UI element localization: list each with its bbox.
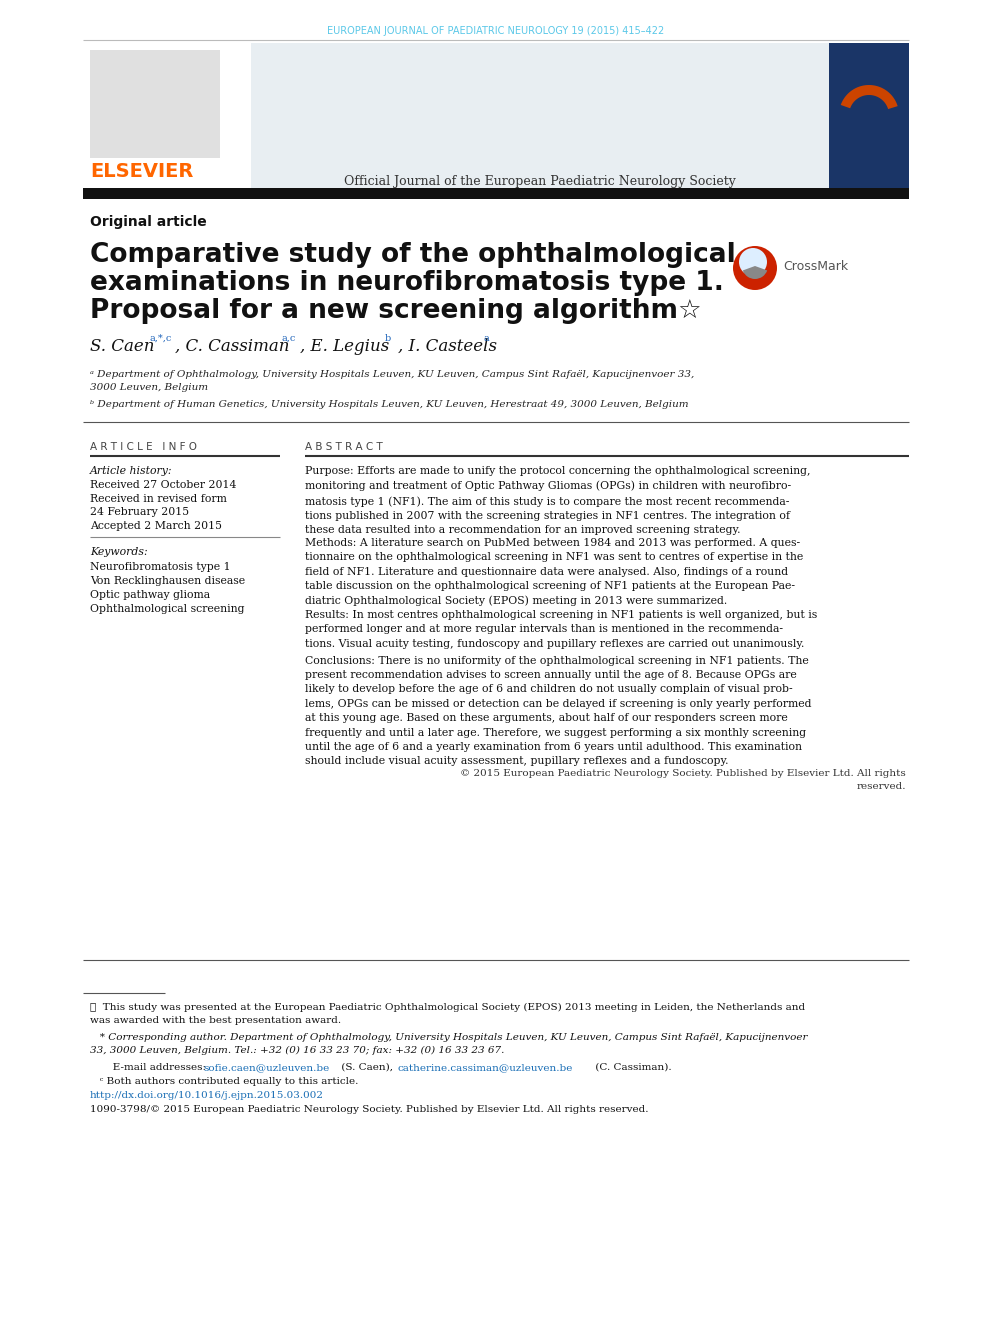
Text: Received 27 October 2014: Received 27 October 2014: [90, 480, 236, 490]
Bar: [829, 44, 909, 188]
Text: Results: In most centres ophthalmological screening in NF1 patients is well orga: Results: In most centres ophthalmologica…: [305, 610, 817, 648]
Text: 33, 3000 Leuven, Belgium. Tel.: +32 (0) 16 33 23 70; fax: +32 (0) 16 33 23 67.: 33, 3000 Leuven, Belgium. Tel.: +32 (0) …: [90, 1046, 504, 1056]
Text: Accepted 2 March 2015: Accepted 2 March 2015: [90, 521, 222, 531]
Bar: [83, 44, 251, 188]
Text: Purpose: Efforts are made to unify the protocol concerning the ophthalmological : Purpose: Efforts are made to unify the p…: [305, 466, 810, 536]
Text: ★  This study was presented at the European Paediatric Ophthalmological Society : ★ This study was presented at the Europe…: [90, 1003, 806, 1012]
Bar: [251, 44, 829, 188]
Text: catherine.cassiman@uzleuven.be: catherine.cassiman@uzleuven.be: [398, 1062, 573, 1072]
Bar: [83, 188, 909, 198]
Text: http://dx.doi.org/10.1016/j.ejpn.2015.03.002: http://dx.doi.org/10.1016/j.ejpn.2015.03…: [90, 1091, 324, 1099]
Text: E-mail addresses:: E-mail addresses:: [90, 1062, 209, 1072]
Text: (S. Caen),: (S. Caen),: [338, 1062, 396, 1072]
Text: (C. Cassiman).: (C. Cassiman).: [592, 1062, 672, 1072]
Text: Comparative study of the ophthalmological: Comparative study of the ophthalmologica…: [90, 242, 736, 269]
Text: Received in revised form: Received in revised form: [90, 493, 227, 504]
Text: Ophthalmological screening: Ophthalmological screening: [90, 605, 244, 614]
Text: * Corresponding author. Department of Ophthalmology, University Hospitals Leuven: * Corresponding author. Department of Op…: [90, 1033, 807, 1043]
Circle shape: [739, 247, 767, 277]
Text: a: a: [483, 333, 489, 343]
Text: a,c: a,c: [282, 333, 297, 343]
Text: A B S T R A C T: A B S T R A C T: [305, 442, 383, 452]
Text: Proposal for a new screening algorithm☆: Proposal for a new screening algorithm☆: [90, 298, 701, 324]
Text: , C. Cassiman: , C. Cassiman: [175, 337, 290, 355]
Text: ᶜ Both authors contributed equally to this article.: ᶜ Both authors contributed equally to th…: [90, 1077, 358, 1086]
Text: ᵃ Department of Ophthalmology, University Hospitals Leuven, KU Leuven, Campus Si: ᵃ Department of Ophthalmology, Universit…: [90, 370, 694, 392]
Text: a,*,c: a,*,c: [150, 333, 173, 343]
Text: Methods: A literature search on PubMed between 1984 and 2013 was performed. A qu: Methods: A literature search on PubMed b…: [305, 538, 804, 606]
Text: Neurofibromatosis type 1: Neurofibromatosis type 1: [90, 562, 230, 572]
Text: Keywords:: Keywords:: [90, 546, 148, 557]
Bar: [90, 50, 220, 157]
Text: A R T I C L E   I N F O: A R T I C L E I N F O: [90, 442, 197, 452]
Text: was awarded with the best presentation award.: was awarded with the best presentation a…: [90, 1016, 341, 1025]
Text: Article history:: Article history:: [90, 466, 173, 476]
Text: sofie.caen@uzleuven.be: sofie.caen@uzleuven.be: [203, 1062, 329, 1072]
Text: © 2015 European Paediatric Neurology Society. Published by Elsevier Ltd. All rig: © 2015 European Paediatric Neurology Soc…: [460, 769, 906, 778]
Text: Official Journal of the European Paediatric Neurology Society: Official Journal of the European Paediat…: [344, 175, 736, 188]
Circle shape: [733, 246, 777, 290]
Text: ELSEVIER: ELSEVIER: [90, 161, 193, 181]
Text: , E. Legius: , E. Legius: [300, 337, 389, 355]
Text: ᵇ Department of Human Genetics, University Hospitals Leuven, KU Leuven, Herestra: ᵇ Department of Human Genetics, Universi…: [90, 400, 688, 409]
Text: Conclusions: There is no uniformity of the ophthalmological screening in NF1 pat: Conclusions: There is no uniformity of t…: [305, 656, 811, 766]
Text: 24 February 2015: 24 February 2015: [90, 507, 189, 517]
Text: 1090-3798/© 2015 European Paediatric Neurology Society. Published by Elsevier Lt: 1090-3798/© 2015 European Paediatric Neu…: [90, 1105, 649, 1114]
Text: , I. Casteels: , I. Casteels: [398, 337, 497, 355]
Text: b: b: [385, 333, 391, 343]
Wedge shape: [743, 266, 767, 279]
Text: reserved.: reserved.: [856, 782, 906, 791]
Text: Original article: Original article: [90, 216, 206, 229]
Text: EUROPEAN JOURNAL OF PAEDIATRIC NEUROLOGY 19 (2015) 415–422: EUROPEAN JOURNAL OF PAEDIATRIC NEUROLOGY…: [327, 26, 665, 36]
Text: examinations in neurofibromatosis type 1.: examinations in neurofibromatosis type 1…: [90, 270, 724, 296]
Text: Optic pathway glioma: Optic pathway glioma: [90, 590, 210, 601]
Text: Von Recklinghausen disease: Von Recklinghausen disease: [90, 576, 245, 586]
Text: S. Caen: S. Caen: [90, 337, 155, 355]
Text: CrossMark: CrossMark: [783, 261, 848, 273]
Polygon shape: [841, 85, 898, 108]
